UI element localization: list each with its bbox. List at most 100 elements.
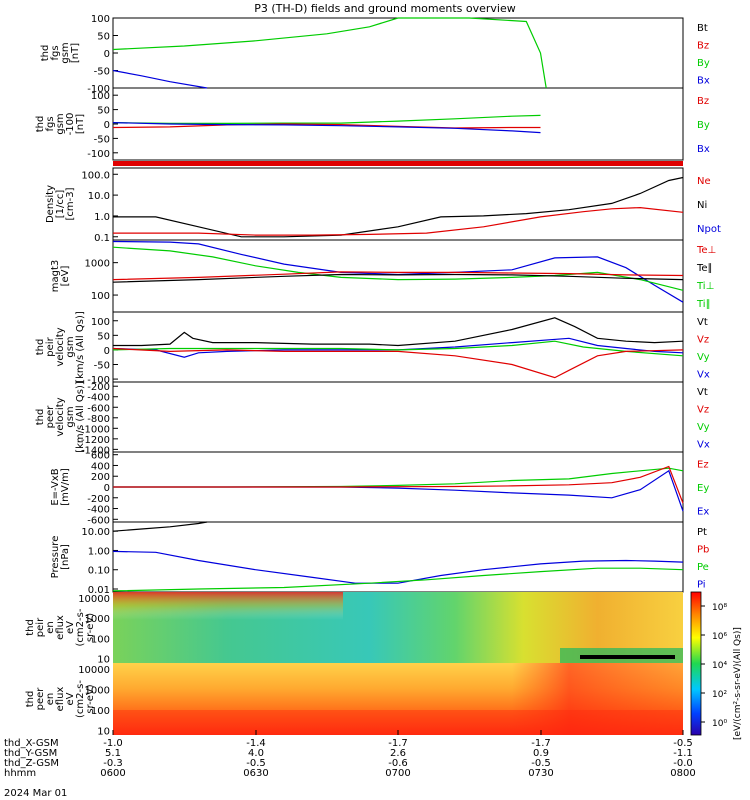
ytick-label: 1.00 (88, 546, 110, 557)
xaxis-value: 5.1 (105, 748, 121, 759)
ytick-label: 0.01 (88, 585, 110, 596)
ylabel-line: eflux (55, 615, 66, 640)
series-peir_velocity-Vt (113, 317, 684, 347)
panel-frame-peer_velocity (112, 381, 684, 453)
series-efield-Ez (113, 465, 684, 504)
xaxis-value: -0.0 (673, 758, 693, 769)
series-temperature-Ti∥ (112, 246, 684, 291)
xaxis-value: 0600 (100, 768, 125, 779)
legend-entry: Ex (697, 506, 709, 517)
ylabel-line: thd (35, 116, 46, 133)
ytick-label: -600 (87, 403, 110, 414)
ylabel-line: gsm (65, 336, 76, 357)
figure-title: P3 (TH-D) fields and ground moments over… (254, 2, 516, 15)
xaxis-value: 0800 (670, 768, 695, 779)
legend-entry: Ez (697, 460, 709, 471)
ytick-label: 10000 (78, 665, 110, 676)
legend-entry: Vz (697, 404, 709, 415)
ytick-label: 1000 (85, 614, 110, 625)
ytick-label: 600 (91, 451, 110, 462)
colorbar-tick-label: 10⁸ (712, 603, 727, 613)
ylabel-line: fgs (45, 116, 56, 131)
ytick-label: -50 (94, 134, 110, 145)
ytick-label: -600 (87, 515, 110, 526)
legend-entry: Vx (697, 439, 710, 450)
colorbar-tick-label: 10⁴ (712, 661, 727, 671)
colorbar-scale (690, 591, 702, 736)
colorbar: 10⁸ 10⁶ 10⁴ 10² 10⁰ [eV/(cm²-s-sr-eV)(All Qs… (690, 591, 743, 740)
legend-entry: Npot (697, 224, 721, 235)
ylabel-line: velocity (55, 397, 66, 436)
legend-entry: Te⊥ (696, 245, 716, 256)
ylabel-line: eV (65, 692, 76, 705)
legend-entry: Vt (697, 387, 708, 398)
peer-spectrogram-right-band (113, 663, 683, 735)
xaxis-row-label: hhmm (4, 768, 36, 779)
xaxis-value: 2.6 (390, 748, 406, 759)
legend-entry: Ti⊥ (696, 281, 714, 292)
ylabel-line: [nPa] (60, 544, 71, 570)
ytick-label: -1000 (81, 424, 110, 435)
xaxis-value: 4.0 (248, 748, 264, 759)
colorbar-tick-label: 10² (712, 690, 727, 700)
ylabel-line: gsm (55, 113, 66, 134)
series-fgs_dsl-By (112, 114, 541, 125)
legend-entry: By (697, 120, 710, 131)
panel-frame-peir_velocity (112, 311, 684, 383)
xaxis-value: -1.0 (103, 738, 123, 749)
ylabel-line: [eV] (60, 266, 71, 287)
peir-spectrogram-top-band (113, 592, 343, 632)
legend-entry: Pe (697, 562, 709, 573)
ytick-label: 0.1 (94, 233, 110, 244)
xaxis-value: -1.7 (531, 738, 551, 749)
legend-entry: Bx (697, 75, 710, 86)
legend-entry: Ne (697, 176, 711, 187)
ylabel-line: [1/cc] (55, 190, 66, 219)
legend-entry: Vx (697, 369, 710, 380)
xaxis-value: -1.1 (673, 748, 693, 759)
ylabel-line: eflux (55, 687, 66, 712)
xaxis-value: -0.3 (103, 758, 123, 769)
xaxis-value: -0.5 (531, 758, 551, 769)
ylabel-line: thd (25, 619, 36, 636)
ylabel-line: [mV/m] (60, 468, 71, 506)
legend-entry: Pb (697, 544, 709, 555)
date-label: 2024 Mar 01 (4, 788, 67, 799)
xaxis-row-label: thd_Y-GSM (4, 748, 57, 759)
ylabel-line: thd (40, 45, 51, 62)
series-fgs-Bx (112, 69, 208, 89)
ylabel-line: sr-eV) (85, 684, 96, 713)
series-peir_velocity-Vy (112, 340, 684, 357)
legend-entry: Vt (697, 317, 708, 328)
ytick-label: 100 (91, 91, 110, 102)
ytick-label: 100.0 (81, 170, 110, 181)
ytick-label: 100 (91, 14, 110, 25)
ylabel-line: [km/s (All Qs)] (75, 381, 86, 453)
ylabel-line: -100 (65, 113, 76, 136)
ylabel-line: peer (45, 405, 56, 429)
panel-peir_spec: 10000 1000 100 10 thd peir en eflux eV (cm2-s-sr-… (25, 594, 118, 666)
series-temperature-Ti⊥ (112, 240, 684, 303)
series-density-Ne (113, 206, 684, 236)
ylabel-line: [km/s (All Qs)] (75, 311, 86, 383)
ytick-label: -200 (87, 382, 110, 393)
ylabel-line: fgs (50, 45, 61, 60)
legend-entry: Bt (697, 23, 708, 34)
ylabel-line: magt3 (50, 260, 61, 293)
ytick-label: 50 (97, 106, 110, 117)
xaxis-row-label: thd_Z-GSM (4, 758, 59, 769)
series-temperature-Te∥ (112, 273, 684, 283)
ylabel-line: gsm (60, 42, 71, 63)
ylabel-line: Pressure (50, 536, 61, 579)
legend-entry: Pi (697, 579, 706, 590)
ytick-label: -800 (87, 414, 110, 425)
ytick-label: 0 (104, 483, 110, 494)
legend-entry: Bz (697, 40, 709, 51)
panel-fgs: 100 50 0 -50 -100 thd fgs gsm [nT] Bt Bz By Bx (40, 14, 710, 95)
ytick-label: -400 (87, 393, 110, 404)
ytick-label: 10 (97, 655, 110, 666)
series-efield-Ex (113, 469, 684, 512)
